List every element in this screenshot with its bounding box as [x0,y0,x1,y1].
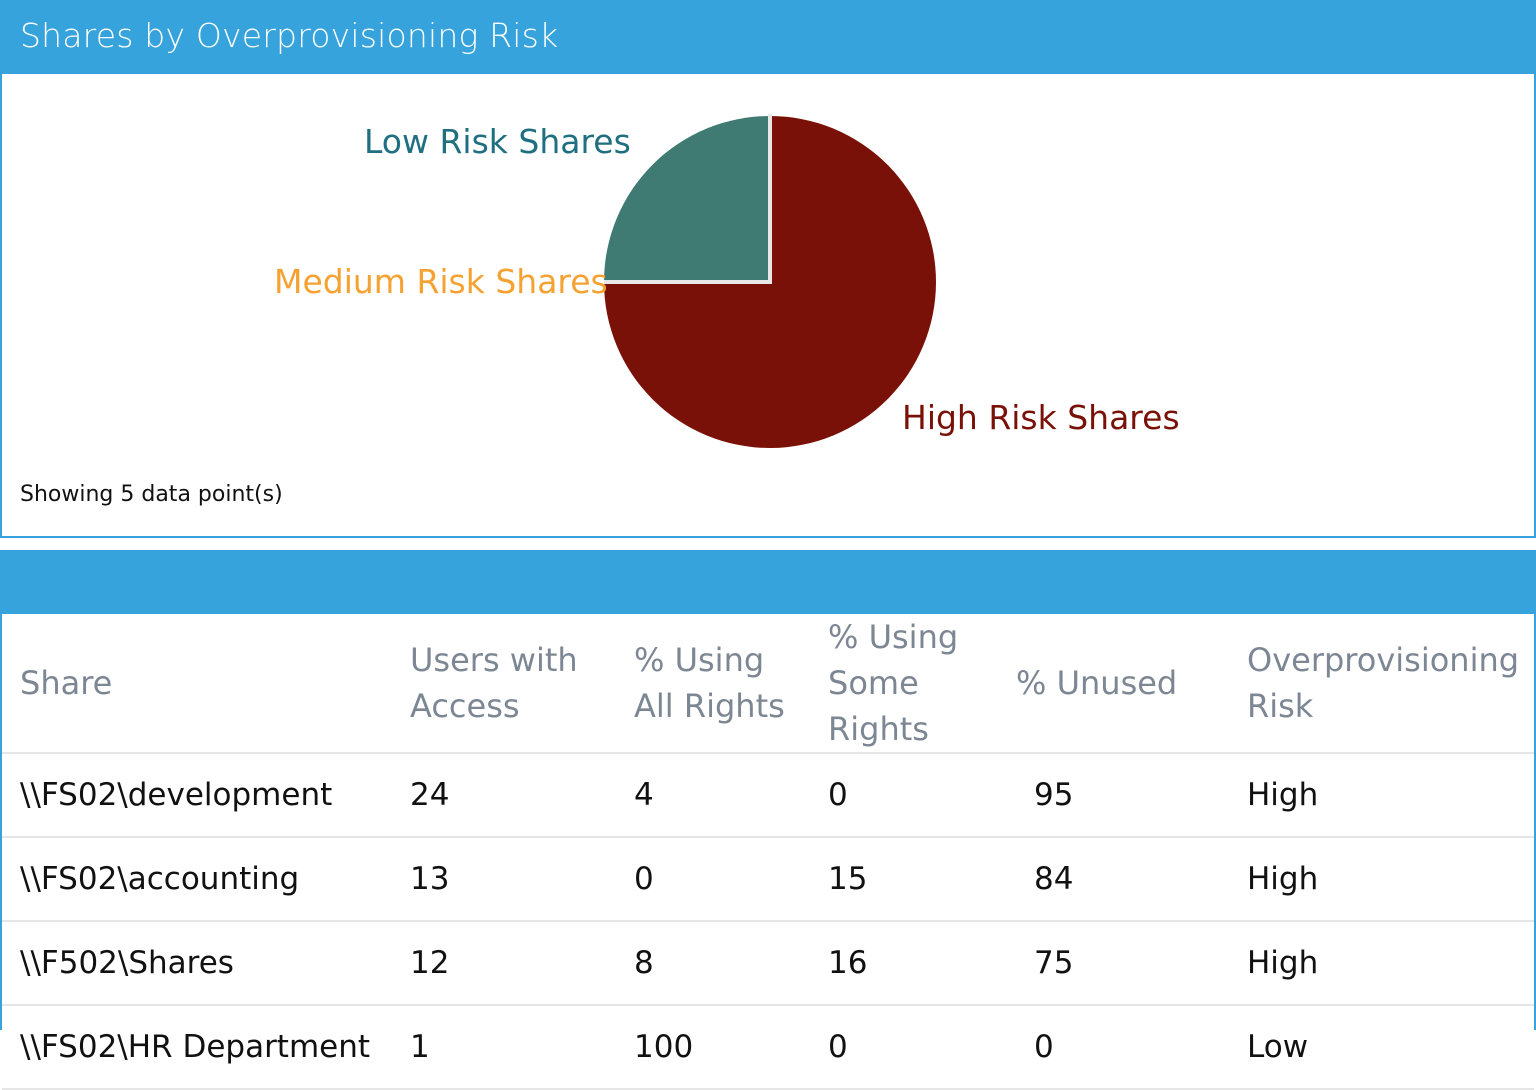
cell-users: 1 [392,1005,616,1090]
column-header-using-all-rights[interactable]: % Using All Rights [616,614,810,754]
cell-users: 13 [392,837,616,922]
cell-all-rights: 8 [616,921,810,1006]
cell-share: \\FS02\development [2,753,392,838]
cell-all-rights: 100 [616,1005,810,1090]
chart-panel-title: Shares by Overprovisioning Risk [2,0,1534,74]
table-panel: Share Users with Access % Using All Rights… [0,550,1536,1090]
column-header-overprovisioning-risk[interactable]: Overprovisioning Risk [1229,614,1534,754]
column-header-unused[interactable]: % Unused [1016,614,1229,754]
data-points-note: Showing 5 data point(s) [20,482,283,507]
pie-label-low-risk: Low Risk Shares [364,122,631,161]
cell-share: \\FS02\accounting [2,837,392,922]
chart-area: Low Risk Shares Medium Risk Shares High … [2,74,1534,536]
cell-share: \\FS02\HR Department [2,1005,392,1090]
table-row[interactable]: \\FS02\accounting 13 0 15 84 High [2,837,1534,922]
cell-some-rights: 0 [810,753,1016,838]
table-row[interactable]: \\FS02\HR Department 1 100 0 0 Low [2,1005,1534,1090]
table-row[interactable]: \\F502\Shares 12 8 16 75 High [2,921,1534,1006]
shares-table: Share Users with Access % Using All Rights… [2,614,1534,1090]
cell-share: \\F502\Shares [2,921,392,1006]
cell-risk: High [1229,921,1534,1006]
cell-risk: High [1229,753,1534,838]
table-header-row: Share Users with Access % Using All Rights… [2,614,1534,754]
column-header-users-with-access[interactable]: Users with Access [392,614,616,754]
cell-unused: 84 [1016,837,1229,922]
column-header-share[interactable]: Share [2,614,392,754]
cell-users: 24 [392,753,616,838]
cell-some-rights: 15 [810,837,1016,922]
pie-label-medium-risk: Medium Risk Shares [274,262,608,301]
cell-unused: 95 [1016,753,1229,838]
cell-users: 12 [392,921,616,1006]
cell-risk: Low [1229,1005,1534,1090]
table-panel-header [2,550,1534,614]
cell-unused: 75 [1016,921,1229,1006]
cell-all-rights: 0 [616,837,810,922]
column-header-using-some-rights[interactable]: % Using Some Rights [810,614,1016,754]
cell-all-rights: 4 [616,753,810,838]
cell-unused: 0 [1016,1005,1229,1090]
pie-chart [604,114,936,448]
cell-risk: High [1229,837,1534,922]
pie-label-high-risk: High Risk Shares [902,398,1180,437]
pie-slice-low-risk[interactable] [604,116,770,282]
cell-some-rights: 0 [810,1005,1016,1090]
chart-panel: Shares by Overprovisioning Risk Low Risk… [0,0,1536,538]
table-row[interactable]: \\FS02\development 24 4 0 95 High [2,753,1534,838]
cell-some-rights: 16 [810,921,1016,1006]
